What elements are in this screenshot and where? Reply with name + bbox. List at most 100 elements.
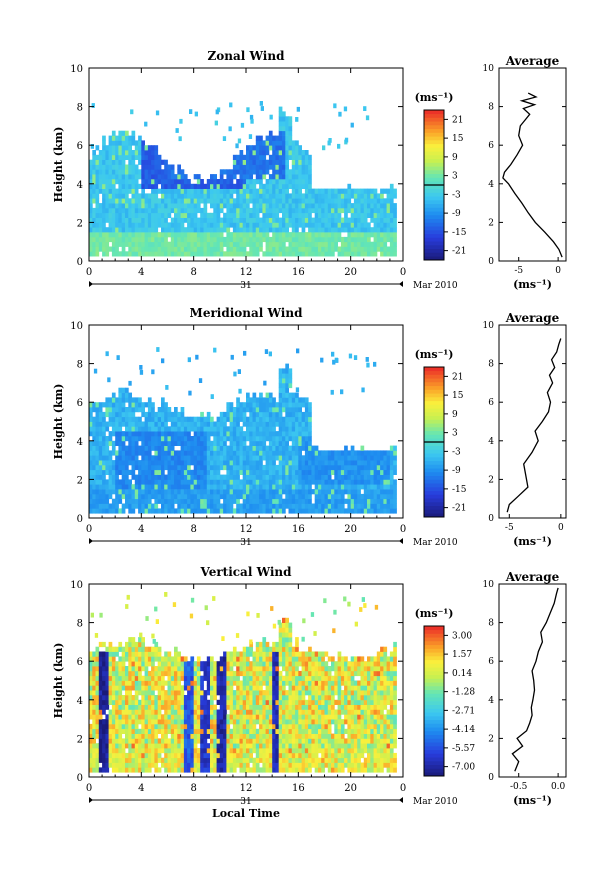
heatmap-cell <box>206 685 211 691</box>
heatmap-cell <box>237 138 242 144</box>
heatmap-cell <box>219 493 224 500</box>
heatmap-cell <box>347 217 352 223</box>
heatmap-cell <box>190 699 195 705</box>
heatmap-cell <box>141 140 145 146</box>
heatmap-cell <box>170 704 175 710</box>
heatmap-cell <box>246 469 250 475</box>
heatmap-cell <box>311 217 316 223</box>
heatmap-cell <box>144 680 149 686</box>
heatmap-cell <box>170 169 175 175</box>
heatmap-cell <box>278 135 283 141</box>
heatmap-cell <box>111 130 116 136</box>
heatmap-cell <box>259 140 263 146</box>
heatmap-cell <box>242 164 247 170</box>
heatmap-cell <box>350 212 355 218</box>
heatmap-cell <box>282 154 286 160</box>
heatmap-cell <box>89 493 93 500</box>
heatmap-cell <box>128 489 132 495</box>
heatmap-cell <box>134 445 139 451</box>
heatmap-cell <box>180 212 185 218</box>
heatmap-cell <box>275 498 280 504</box>
heatmap-cell <box>105 207 110 214</box>
heatmap-cell <box>259 484 263 490</box>
heatmap-cell <box>259 464 263 471</box>
profile-x-label: (ms⁻¹) <box>513 535 552 548</box>
heatmap-cell <box>102 690 106 696</box>
heatmap-cell <box>193 666 198 672</box>
heatmap-cell <box>249 450 253 456</box>
heatmap-cell <box>246 450 250 456</box>
heatmap-cell <box>193 426 198 432</box>
heatmap-cell <box>180 174 185 180</box>
heatmap-cell <box>275 159 280 165</box>
heatmap-cell <box>246 207 250 214</box>
heatmap-cell <box>196 464 201 471</box>
heatmap-cell <box>154 217 159 223</box>
heatmap-cell <box>206 246 211 252</box>
heatmap-cell <box>138 150 142 156</box>
heatmap-cell <box>275 203 280 209</box>
heatmap-cell <box>360 193 365 199</box>
heatmap-cell <box>298 174 302 180</box>
colorbar-swatch <box>424 427 444 432</box>
heatmap-cell <box>118 723 123 730</box>
heatmap-cell <box>196 498 201 504</box>
heatmap-cell <box>291 421 296 427</box>
heatmap-cell <box>288 222 293 228</box>
heatmap-cell <box>164 743 168 749</box>
heatmap-cell <box>268 154 273 160</box>
heatmap-cell <box>151 757 155 763</box>
heatmap-cell <box>151 198 155 204</box>
heatmap-cell <box>190 498 195 504</box>
heatmap-cell <box>262 150 267 156</box>
heatmap-cell <box>157 246 162 252</box>
heatmap-cell <box>131 474 136 480</box>
heatmap-cell <box>314 227 319 233</box>
heatmap-cell <box>343 106 348 112</box>
heatmap-cell <box>161 445 165 451</box>
heatmap-cell <box>206 704 211 710</box>
heatmap-cell <box>206 183 211 189</box>
heatmap-cell <box>321 503 325 509</box>
heatmap-cell <box>200 440 204 446</box>
heatmap-cell <box>131 179 136 185</box>
heatmap-cell <box>105 762 110 768</box>
heatmap-cell <box>252 222 257 228</box>
heatmap-cell <box>193 743 198 749</box>
heatmap-cell <box>210 733 214 739</box>
colorbar-swatch <box>424 430 444 435</box>
heatmap-cell <box>340 246 345 252</box>
heatmap-cell <box>331 489 335 495</box>
heatmap-cell <box>210 670 214 677</box>
heatmap-cell <box>380 188 384 194</box>
heatmap-cell <box>334 493 338 500</box>
colorbar-tick-label: -9 <box>452 466 461 476</box>
heatmap-cell <box>151 493 155 500</box>
heatmap-cell <box>170 426 175 432</box>
heatmap-cell <box>216 670 221 677</box>
heatmap-cell <box>291 455 296 461</box>
heatmap-cell <box>296 348 300 354</box>
heatmap-cell <box>138 135 142 141</box>
heatmap-cell <box>246 426 250 432</box>
heatmap-cell <box>239 251 244 257</box>
heatmap-cell <box>98 723 103 730</box>
heatmap-cell <box>187 227 191 233</box>
heatmap-cell <box>278 479 283 485</box>
heatmap-cell <box>111 164 116 170</box>
heatmap-cell <box>357 227 361 233</box>
heatmap-cell <box>89 757 93 763</box>
heatmap-cell <box>157 646 162 652</box>
heatmap-cell <box>108 685 113 691</box>
heatmap-cell <box>252 416 257 422</box>
colorbar-swatch <box>424 509 444 514</box>
heatmap-cell <box>138 714 142 720</box>
heatmap-cell <box>308 203 312 209</box>
heatmap-cell <box>206 460 211 466</box>
heatmap-cell <box>187 222 191 228</box>
y-tick-label: 2 <box>77 218 83 229</box>
heatmap-cell <box>314 503 319 509</box>
y-tick-label: 0 <box>77 257 83 268</box>
heatmap-cell <box>242 436 247 442</box>
heatmap-cell <box>174 421 178 427</box>
